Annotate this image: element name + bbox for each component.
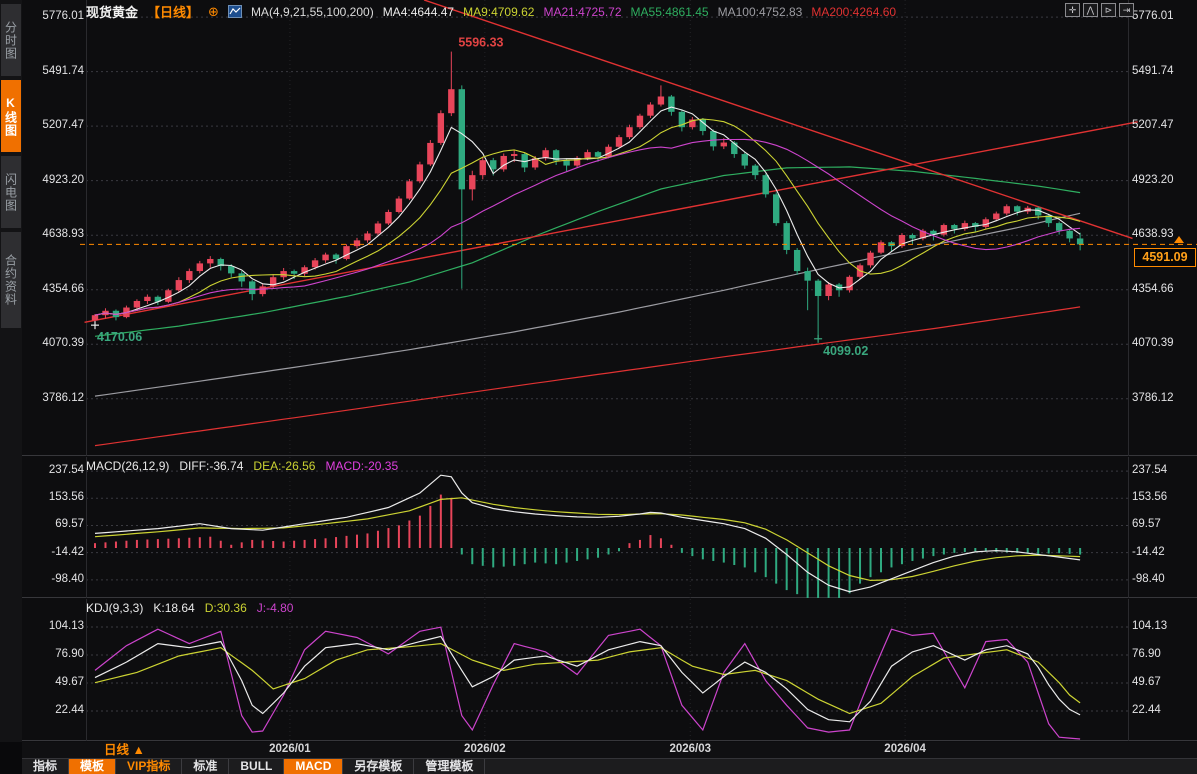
ma21-value: MA21:4725.72	[543, 4, 622, 19]
axis-tick-label: 4070.39	[1132, 337, 1174, 350]
ma9-value: MA9:4709.62	[463, 4, 535, 19]
ma4-value: MA4:4644.47	[382, 4, 455, 19]
axis-tick-label: 5491.74	[1132, 64, 1174, 77]
kdj-k-value: K:18.64	[153, 601, 195, 615]
chart-tools: ✛ ⋀ ⊳ ⇥	[1062, 3, 1134, 17]
price-annotation: 5596.33	[458, 36, 503, 50]
kdj-header: KDJ(9,3,3) K:18.64 D:30.36 J:-4.80	[86, 601, 293, 615]
sidebar: 分时图 K线图 闪电图 合约资料	[0, 0, 22, 774]
axis-tick-label: 49.67	[55, 676, 84, 689]
last-price-arrow-icon	[1174, 236, 1184, 244]
axis-tick-label: -98.40	[51, 572, 84, 585]
bottom-toolbar: 指标 模板 VIP指标 标准 BULL MACD 另存模板 管理模板	[22, 758, 1197, 774]
axis-tick-label: 237.54	[48, 464, 84, 477]
axis-tick-label: 3786.12	[1132, 391, 1174, 404]
toolbar-tab-manage-template[interactable]: 管理模板	[414, 759, 486, 774]
macd-diff-value: DIFF:-36.74	[179, 459, 244, 473]
ma200-value: MA200:4264.60	[811, 4, 897, 19]
ma100-value: MA100:4752.83	[717, 4, 803, 19]
sidebar-tab-kline-chart[interactable]: K线图	[1, 80, 21, 152]
axis-tick-label: 4638.93	[1132, 228, 1174, 241]
x-axis-date-label: 2026/04	[884, 743, 926, 755]
macd-chart[interactable]	[22, 457, 1197, 598]
macd-caption: MACD(26,12,9)	[86, 459, 170, 473]
axis-tick-label: 5491.74	[42, 64, 84, 77]
kdj-d-value: D:30.36	[204, 601, 247, 615]
axis-tick-label: 3786.12	[42, 391, 84, 404]
axis-tick-label: 104.13	[1132, 620, 1168, 633]
sidebar-tab-contract-info[interactable]: 合约资料	[1, 232, 21, 328]
axis-tick-label: 69.57	[1132, 518, 1161, 531]
axis-tick-label: 22.44	[1132, 704, 1161, 717]
period-badge[interactable]: 【日线】	[147, 5, 200, 20]
symbol-name: 现货黄金	[86, 5, 139, 20]
chart-main: 5596.33 4170.06 4099.02 现货黄金 【日线】 ⊕ MA(4,9…	[22, 0, 1197, 774]
crosshair-icon[interactable]: ✛	[1065, 3, 1080, 17]
axis-tick-label: 69.57	[55, 518, 84, 531]
axis-tick-label: 153.56	[1132, 491, 1168, 504]
last-price-tag: 4591.09	[1134, 248, 1196, 268]
axis-tick-label: 4070.39	[42, 337, 84, 350]
auto-scroll-icon[interactable]: ⊳	[1101, 3, 1116, 17]
axis-tick-label: 4638.93	[42, 228, 84, 241]
axis-tick-label: 5776.01	[42, 10, 84, 23]
axis-tick-label: -14.42	[51, 545, 84, 558]
axis-tick-label: 4354.66	[1132, 282, 1174, 295]
toolbar-tab-save-template[interactable]: 另存模板	[343, 759, 415, 774]
axis-tick-label: 4354.66	[42, 282, 84, 295]
axis-tick-label: 22.44	[55, 704, 84, 717]
macd-header: MACD(26,12,9) DIFF:-36.74 DEA:-26.56 MAC…	[86, 459, 398, 473]
kdj-caption: KDJ(9,3,3)	[86, 601, 144, 615]
axis-tick-label: 76.90	[1132, 648, 1161, 661]
price-annotation: 4170.06	[97, 330, 142, 344]
axis-tick-label: 104.13	[48, 620, 84, 633]
chart-legend: 现货黄金 【日线】 ⊕ MA(4,9,21,55,100,200) MA4:46…	[86, 2, 896, 21]
axis-tick-label: 4923.20	[1132, 173, 1174, 186]
axis-tick-label: 5207.47	[42, 119, 84, 132]
x-axis-row: 日线 ▲ 2026/01 2026/02 2026/03 2026/04	[22, 742, 1197, 758]
axis-tick-label: -98.40	[1132, 572, 1165, 585]
sidebar-tab-time-chart[interactable]: 分时图	[1, 4, 21, 76]
macd-panel: MACD(26,12,9) DIFF:-36.74 DEA:-26.56 MAC…	[22, 457, 1197, 598]
axis-tick-label: 5207.47	[1132, 119, 1174, 132]
ma-settings-icon[interactable]	[227, 5, 242, 18]
toolbar-tab-bull[interactable]: BULL	[229, 759, 285, 774]
toolbar-tab-templates[interactable]: 模板	[69, 759, 117, 774]
toolbar-tab-macd[interactable]: MACD	[284, 759, 344, 774]
x-axis-date-label: 2026/03	[669, 743, 712, 755]
sidebar-tab-flash-chart[interactable]: 闪电图	[1, 156, 21, 228]
axis-tick-label: -14.42	[1132, 545, 1165, 558]
macd-macd-value: MACD:-20.35	[325, 459, 399, 473]
sidebar-bottom-corner	[0, 742, 22, 774]
axis-tick-label: 76.90	[55, 648, 84, 661]
axis-tick-label: 5776.01	[1132, 10, 1174, 23]
auto-scale-icon[interactable]: ⋀	[1083, 3, 1098, 17]
macd-dea-value: DEA:-26.56	[253, 459, 316, 473]
kdj-panel: KDJ(9,3,3) K:18.64 D:30.36 J:-4.80 104.1…	[22, 599, 1197, 741]
x-axis-date-label: 2026/01	[269, 743, 311, 755]
x-axis-date-label: 2026/02	[464, 743, 506, 755]
ma55-value: MA55:4861.45	[630, 4, 709, 19]
kdj-j-value: J:-4.80	[256, 601, 294, 615]
axis-tick-label: 153.56	[48, 491, 84, 504]
add-indicator-icon[interactable]: ⊕	[208, 3, 219, 19]
axis-tick-label: 237.54	[1132, 464, 1168, 477]
price-panel: 5596.33 4170.06 4099.02 现货黄金 【日线】 ⊕ MA(4,9…	[22, 0, 1197, 456]
toolbar-tab-standard[interactable]: 标准	[182, 759, 230, 774]
go-latest-icon[interactable]: ⇥	[1119, 3, 1134, 17]
axis-tick-label: 4923.20	[42, 173, 84, 186]
ma-caption: MA(4,9,21,55,100,200)	[250, 4, 374, 19]
toolbar-tab-vip-indicators[interactable]: VIP指标	[116, 759, 183, 774]
axis-tick-label: 49.67	[1132, 676, 1161, 689]
price-annotation: 4099.02	[823, 344, 868, 358]
kdj-chart[interactable]	[22, 599, 1197, 741]
period-dropdown[interactable]: 日线 ▲	[104, 743, 145, 757]
toolbar-tab-indicators[interactable]: 指标	[22, 759, 70, 774]
price-chart[interactable]: 5596.33 4170.06 4099.02	[22, 0, 1197, 456]
